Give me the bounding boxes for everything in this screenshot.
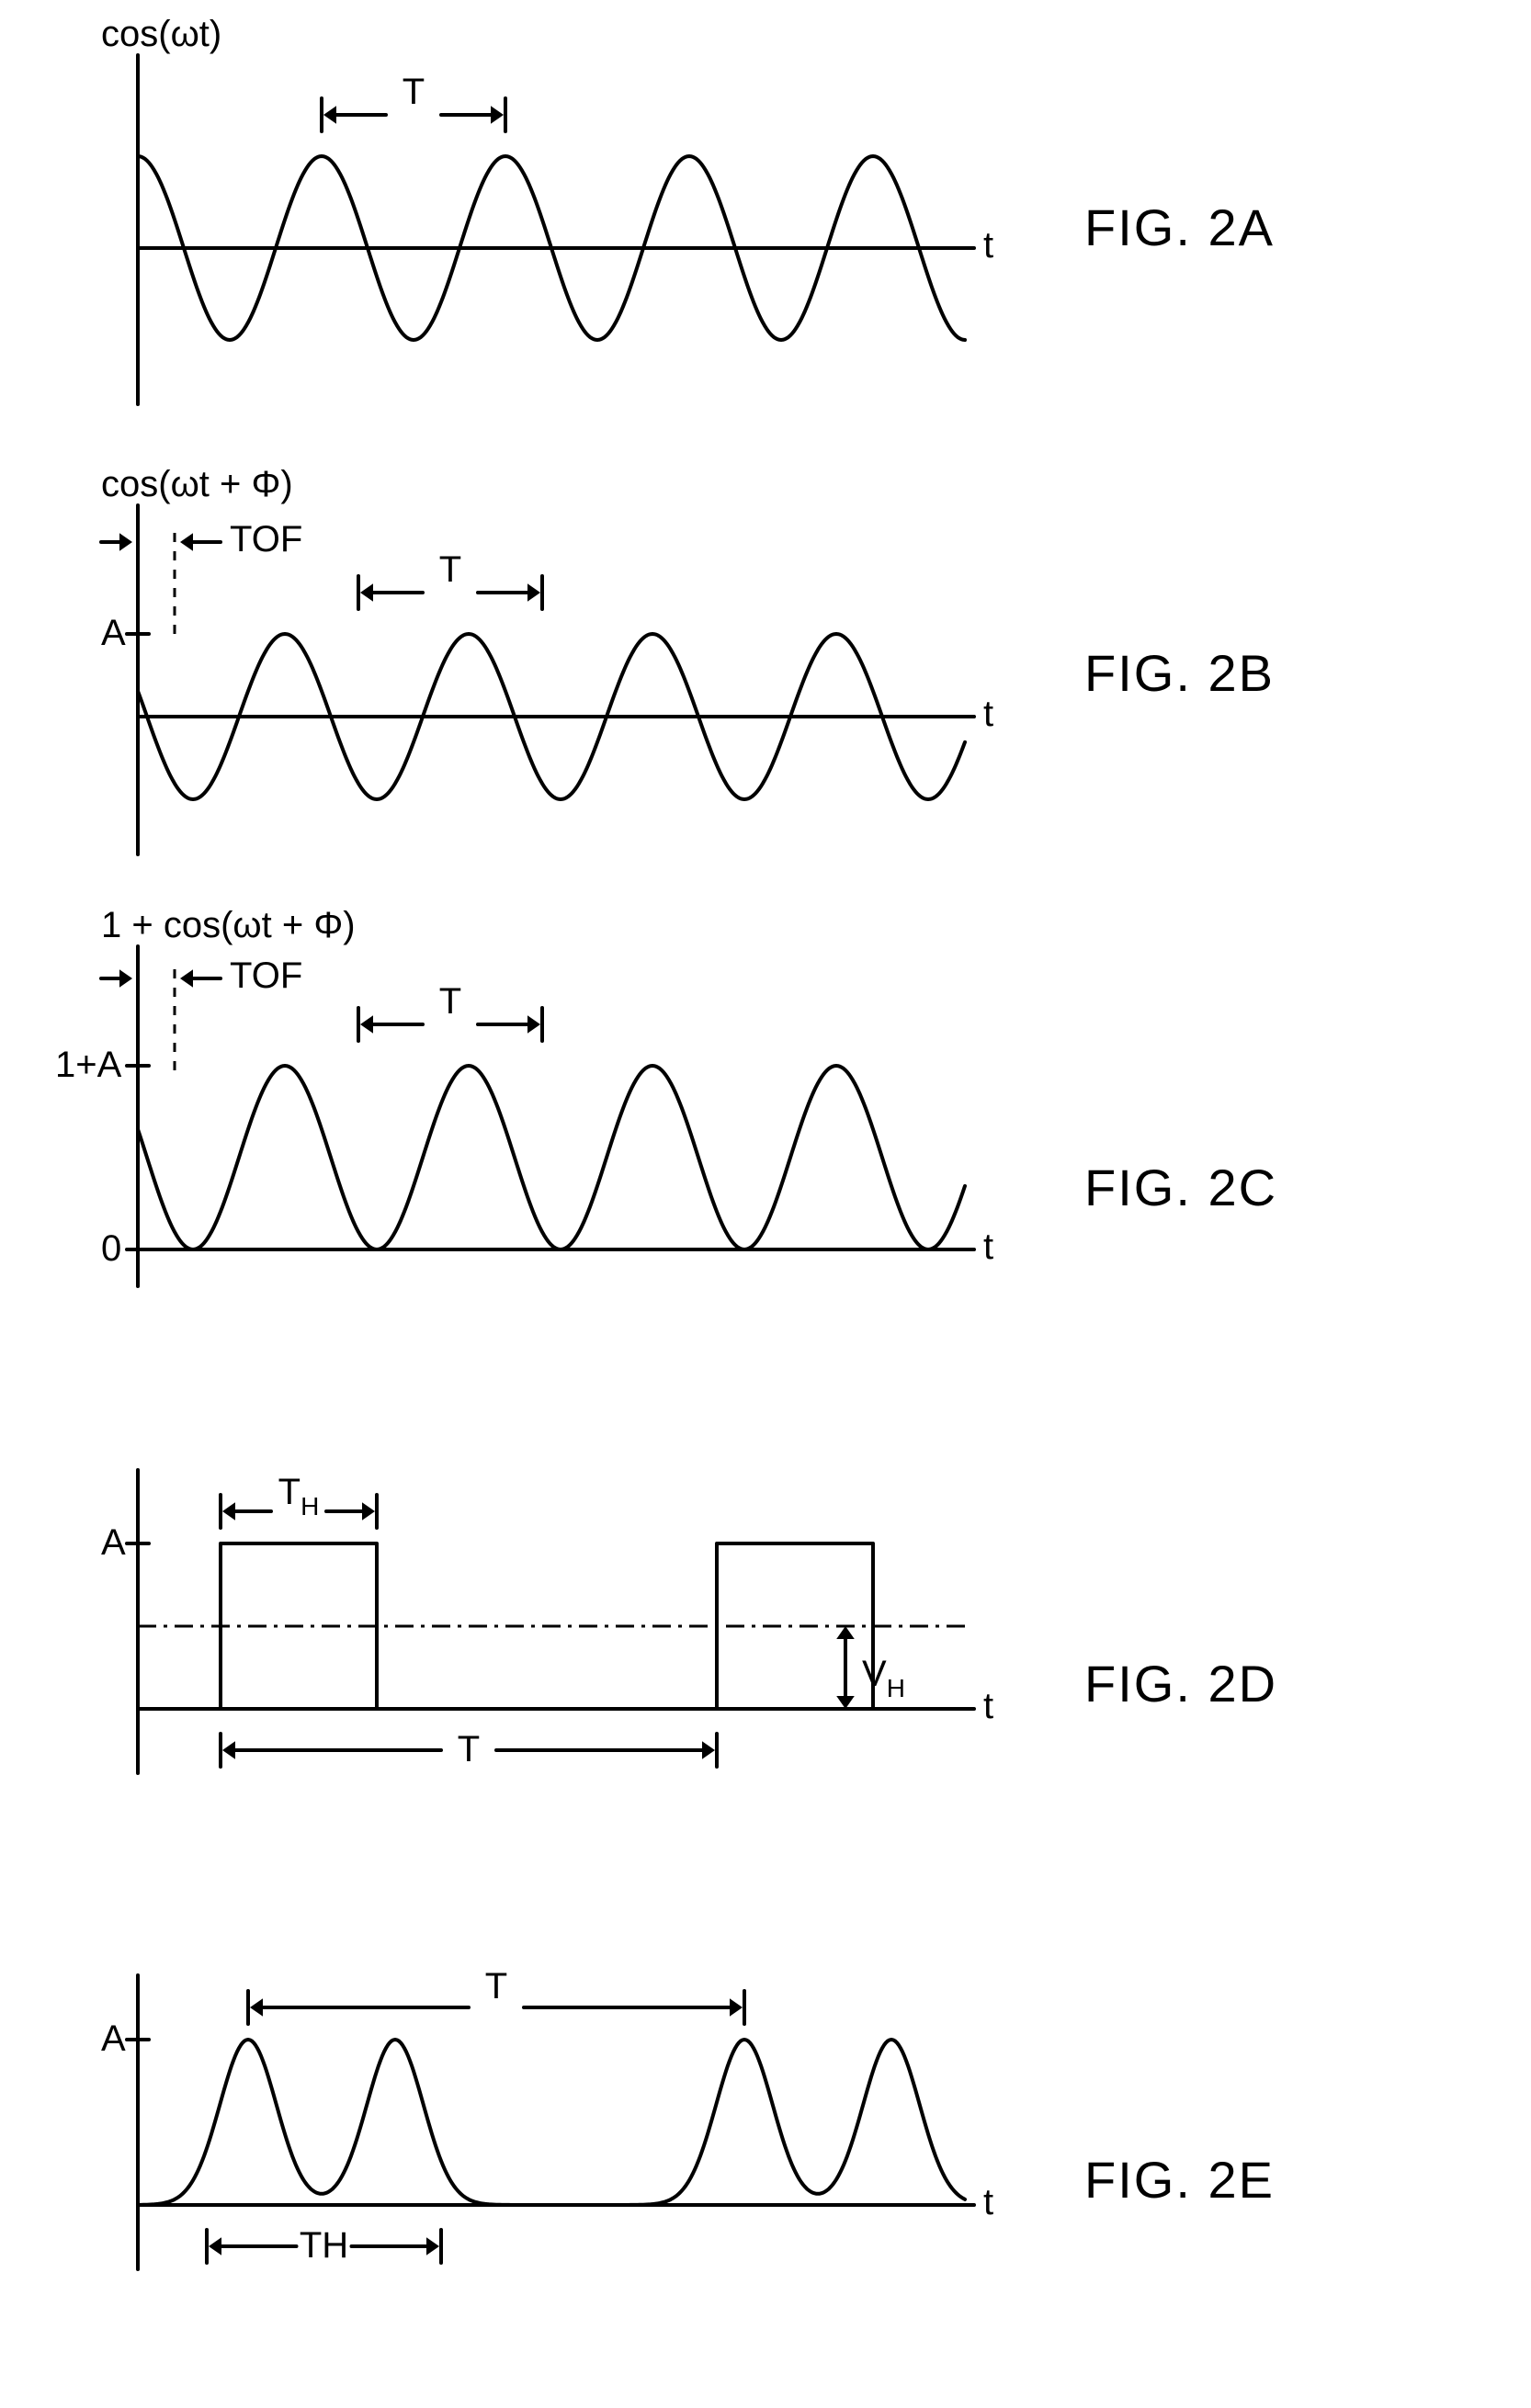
figure-container: cos(ωt) t T FIG. 2A cos(ωt + Φ) t T TOF A FIG. 2B… xyxy=(0,0,1531,2408)
svg-text:t: t xyxy=(983,225,993,266)
fig-label-d: FIG. 2D xyxy=(1084,1654,1277,1713)
svg-text:A: A xyxy=(101,613,126,653)
svg-text:TH: TH xyxy=(278,1472,320,1521)
svg-text:cos(ωt): cos(ωt) xyxy=(101,14,221,54)
svg-text:TOF: TOF xyxy=(230,519,302,560)
svg-text:0: 0 xyxy=(101,1228,121,1269)
svg-text:T: T xyxy=(403,72,425,112)
svg-text:t: t xyxy=(983,2182,993,2222)
panel-a: cos(ωt)tT xyxy=(119,28,1020,413)
svg-text:t: t xyxy=(983,1686,993,1726)
svg-text:1 + cos(ωt + Φ): 1 + cos(ωt + Φ) xyxy=(101,905,356,945)
svg-text:T: T xyxy=(439,549,461,590)
svg-text:t: t xyxy=(983,694,993,734)
svg-text:TOF: TOF xyxy=(230,955,302,996)
svg-text:T: T xyxy=(458,1729,480,1769)
svg-text:cos(ωt + Φ): cos(ωt + Φ) xyxy=(101,464,293,504)
svg-text:A: A xyxy=(101,2018,126,2059)
fig-label-a: FIG. 2A xyxy=(1084,198,1275,257)
svg-text:T: T xyxy=(485,1966,507,2007)
panel-c: 1 + cos(ωt + Φ)tTTOF1+A0 xyxy=(119,919,1020,1314)
fig-label-b: FIG. 2B xyxy=(1084,643,1275,703)
svg-text:1+A: 1+A xyxy=(55,1045,122,1085)
fig-label-e: FIG. 2E xyxy=(1084,2150,1275,2210)
svg-text:TH: TH xyxy=(300,2225,348,2266)
panel-b: cos(ωt + Φ)tTTOFA xyxy=(119,478,1020,864)
fig-label-c: FIG. 2C xyxy=(1084,1158,1277,1217)
svg-text:t: t xyxy=(983,1227,993,1267)
panel-e: tTTHA xyxy=(119,1929,1020,2315)
panel-d: tTHTAVH xyxy=(119,1433,1020,1819)
svg-text:A: A xyxy=(101,1522,126,1563)
svg-text:T: T xyxy=(439,981,461,1022)
svg-text:VH: VH xyxy=(862,1654,905,1702)
